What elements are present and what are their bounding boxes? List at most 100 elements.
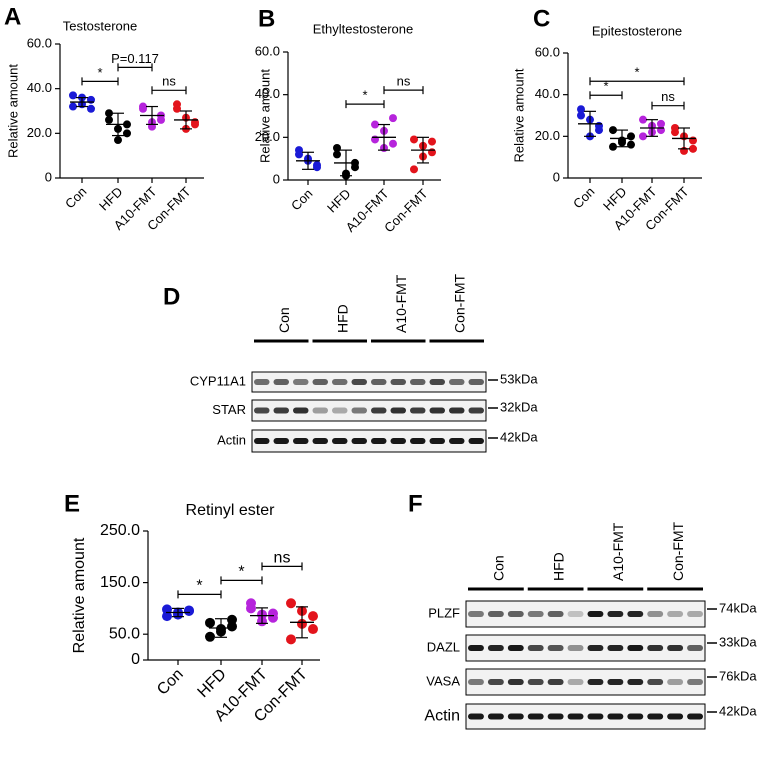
blot-band	[567, 679, 584, 685]
panel-letter: A	[4, 3, 21, 30]
data-point	[577, 105, 585, 114]
blot-band	[587, 611, 604, 617]
blot-band	[429, 379, 445, 385]
blot-band	[468, 379, 484, 385]
data-point	[157, 115, 165, 124]
data-point	[627, 140, 635, 149]
blot-band	[607, 611, 624, 617]
blot-band	[547, 713, 564, 720]
blot-band	[312, 379, 328, 385]
y-axis-label: Relative amount	[5, 64, 20, 158]
data-point	[246, 598, 256, 609]
chart-title: Testosterone	[63, 18, 137, 33]
x-tick-label: HFD	[324, 186, 353, 215]
significance-label: *	[634, 65, 639, 80]
y-tick-label: 0	[273, 171, 280, 186]
data-point	[308, 624, 318, 635]
blot-band	[627, 611, 644, 617]
blot-strip	[465, 668, 706, 696]
blot-band	[410, 438, 426, 444]
blot-band	[667, 679, 684, 685]
data-point	[286, 634, 296, 645]
blot-strip	[251, 399, 487, 422]
data-point	[313, 163, 321, 172]
significance-label: ns	[397, 74, 411, 89]
y-axis-label: Relative amount	[257, 69, 272, 163]
data-point	[227, 621, 237, 632]
y-tick-label: 40.0	[255, 86, 280, 101]
data-point	[286, 598, 296, 609]
blot-band	[647, 611, 664, 617]
y-axis-label: Relative amount	[511, 68, 526, 162]
data-point	[105, 115, 113, 124]
group-label: HFD	[334, 304, 350, 333]
blot-band	[371, 379, 387, 385]
significance-label: *	[362, 88, 367, 103]
blot-band	[507, 645, 524, 651]
blot-band	[647, 645, 664, 651]
blot-band	[567, 713, 584, 720]
blot-band	[687, 713, 703, 720]
blot-band	[468, 713, 484, 720]
x-tick-label: Con	[288, 186, 315, 213]
data-point	[428, 148, 436, 157]
y-tick-label: 0	[131, 651, 140, 668]
y-tick-label: 60.0	[27, 35, 52, 50]
blot-band	[351, 438, 367, 444]
data-point	[114, 136, 122, 145]
blot-band	[468, 407, 484, 414]
blot-band	[449, 438, 465, 444]
panel-letter: C	[533, 5, 550, 32]
blot-band	[627, 645, 644, 651]
data-point	[333, 150, 341, 159]
blot-band	[293, 407, 309, 414]
size-label: 32kDa	[500, 399, 538, 414]
blot-band	[647, 713, 664, 720]
blot-band	[273, 438, 289, 444]
blot-band	[449, 379, 465, 385]
x-tick-label: HFD	[96, 184, 125, 213]
data-point	[410, 135, 418, 144]
blot-band	[687, 611, 703, 617]
y-tick-label: 20.0	[535, 128, 560, 143]
protein-label: Actin	[217, 432, 246, 447]
blot-band	[547, 679, 564, 685]
y-tick-label: 20.0	[27, 125, 52, 140]
data-point	[689, 144, 697, 153]
data-point	[139, 102, 147, 111]
blot-band	[468, 438, 484, 444]
blot-band	[567, 645, 584, 651]
blot-strip	[465, 600, 706, 628]
group-label: Con-FMT	[670, 521, 686, 581]
blot-band	[332, 407, 348, 414]
protein-label: DAZL	[427, 639, 460, 654]
blot-band	[312, 438, 328, 444]
blot-band	[687, 679, 703, 685]
x-tick-label: Con	[570, 184, 597, 211]
blot-strip	[465, 634, 706, 662]
y-tick-label: 0	[45, 169, 52, 184]
data-point	[689, 136, 697, 145]
data-point	[351, 163, 359, 172]
data-point	[173, 100, 181, 109]
blot-band	[468, 679, 484, 685]
blot-band	[487, 645, 504, 651]
blot-band	[468, 611, 484, 617]
blot-band	[273, 379, 289, 385]
significance-label: *	[238, 564, 244, 581]
y-tick-label: 60.0	[255, 43, 280, 58]
data-point	[389, 114, 397, 123]
protein-label: STAR	[212, 402, 246, 417]
protein-label: CYP11A1	[190, 373, 246, 388]
data-point	[123, 129, 131, 138]
data-point	[87, 104, 95, 113]
significance-label: ns	[661, 89, 675, 104]
data-point	[657, 126, 665, 135]
protein-label: Actin	[424, 708, 460, 725]
data-point	[268, 608, 278, 619]
y-tick-label: 0	[553, 169, 560, 184]
x-tick-label: HFD	[195, 666, 230, 701]
data-point	[371, 135, 379, 144]
size-label: 76kDa	[719, 668, 757, 683]
